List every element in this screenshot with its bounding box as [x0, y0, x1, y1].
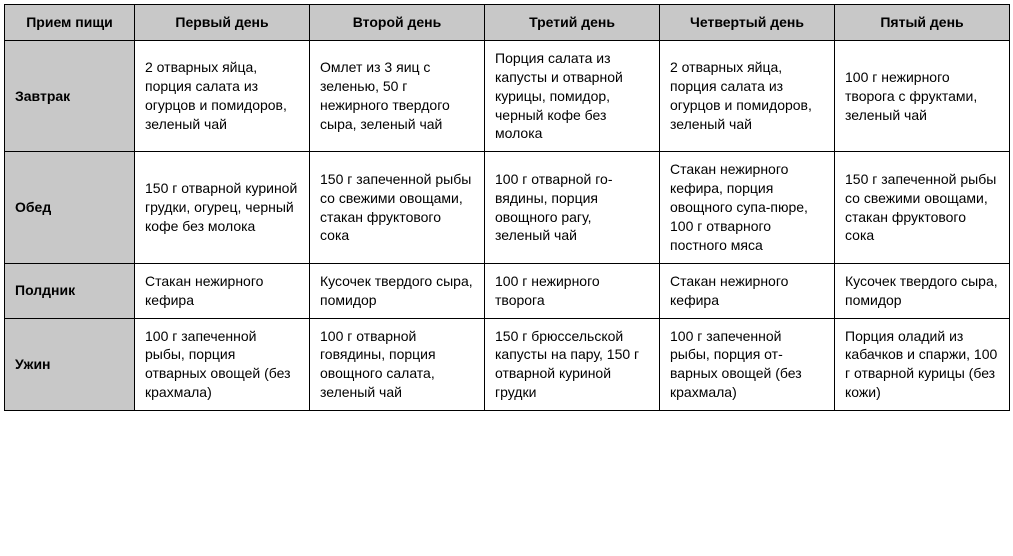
cell-lunch-day5: 150 г запеченной рыбы со свежими овощами…	[835, 152, 1010, 263]
cell-lunch-day1: 150 г отварной куриной грудки, огурец, ч…	[135, 152, 310, 263]
table-row: Обед 150 г отварной куриной грудки, огур…	[5, 152, 1010, 263]
cell-dinner-day1: 100 г запечен­ной рыбы, пор­ция отварных…	[135, 318, 310, 411]
table-row: Завтрак 2 отварных яйца, порция салата и…	[5, 40, 1010, 151]
cell-snack-day2: Кусочек твер­дого сыра, помидор	[310, 263, 485, 318]
col-header-meal: Прием пищи	[5, 5, 135, 41]
cell-dinner-day5: Порция оладий из кабачков и спаржи, 100 …	[835, 318, 1010, 411]
cell-snack-day3: 100 г нежирного творога	[485, 263, 660, 318]
cell-lunch-day2: 150 г запечен­ной рыбы со свежими овоща­…	[310, 152, 485, 263]
cell-lunch-day3: 100 г отварной го­вядины, порция овощног…	[485, 152, 660, 263]
col-header-day4: Четвертый день	[660, 5, 835, 41]
meal-plan-table: Прием пищи Первый день Второй день Трети…	[4, 4, 1010, 411]
cell-dinner-day3: 150 г брюссельской капусты на пару, 150 …	[485, 318, 660, 411]
table-header-row: Прием пищи Первый день Второй день Трети…	[5, 5, 1010, 41]
row-header-snack: Полдник	[5, 263, 135, 318]
cell-breakfast-day3: Порция салата из капусты и отварной кури…	[485, 40, 660, 151]
cell-dinner-day4: 100 г запеченной рыбы, порция от­варных …	[660, 318, 835, 411]
col-header-day2: Второй день	[310, 5, 485, 41]
cell-dinner-day2: 100 г отварной говядины, пор­ция овощног…	[310, 318, 485, 411]
col-header-day3: Третий день	[485, 5, 660, 41]
cell-lunch-day4: Стакан нежирного кефира, порция овощного…	[660, 152, 835, 263]
table-row: Полдник Стакан нежирно­го кефира Кусочек…	[5, 263, 1010, 318]
cell-breakfast-day4: 2 отварных яйца, порция салата из огурцо…	[660, 40, 835, 151]
col-header-day5: Пятый день	[835, 5, 1010, 41]
cell-breakfast-day5: 100 г нежирного творога с фруктами, зеле…	[835, 40, 1010, 151]
cell-snack-day5: Кусочек твердого сыра, помидор	[835, 263, 1010, 318]
cell-snack-day1: Стакан нежирно­го кефира	[135, 263, 310, 318]
col-header-day1: Первый день	[135, 5, 310, 41]
row-header-breakfast: Завтрак	[5, 40, 135, 151]
table-row: Ужин 100 г запечен­ной рыбы, пор­ция отв…	[5, 318, 1010, 411]
cell-snack-day4: Стакан нежирного кефира	[660, 263, 835, 318]
cell-breakfast-day1: 2 отварных яйца, порция салата из огурцо…	[135, 40, 310, 151]
cell-breakfast-day2: Омлет из 3 яиц с зеленью, 50 г нежирного…	[310, 40, 485, 151]
row-header-lunch: Обед	[5, 152, 135, 263]
row-header-dinner: Ужин	[5, 318, 135, 411]
